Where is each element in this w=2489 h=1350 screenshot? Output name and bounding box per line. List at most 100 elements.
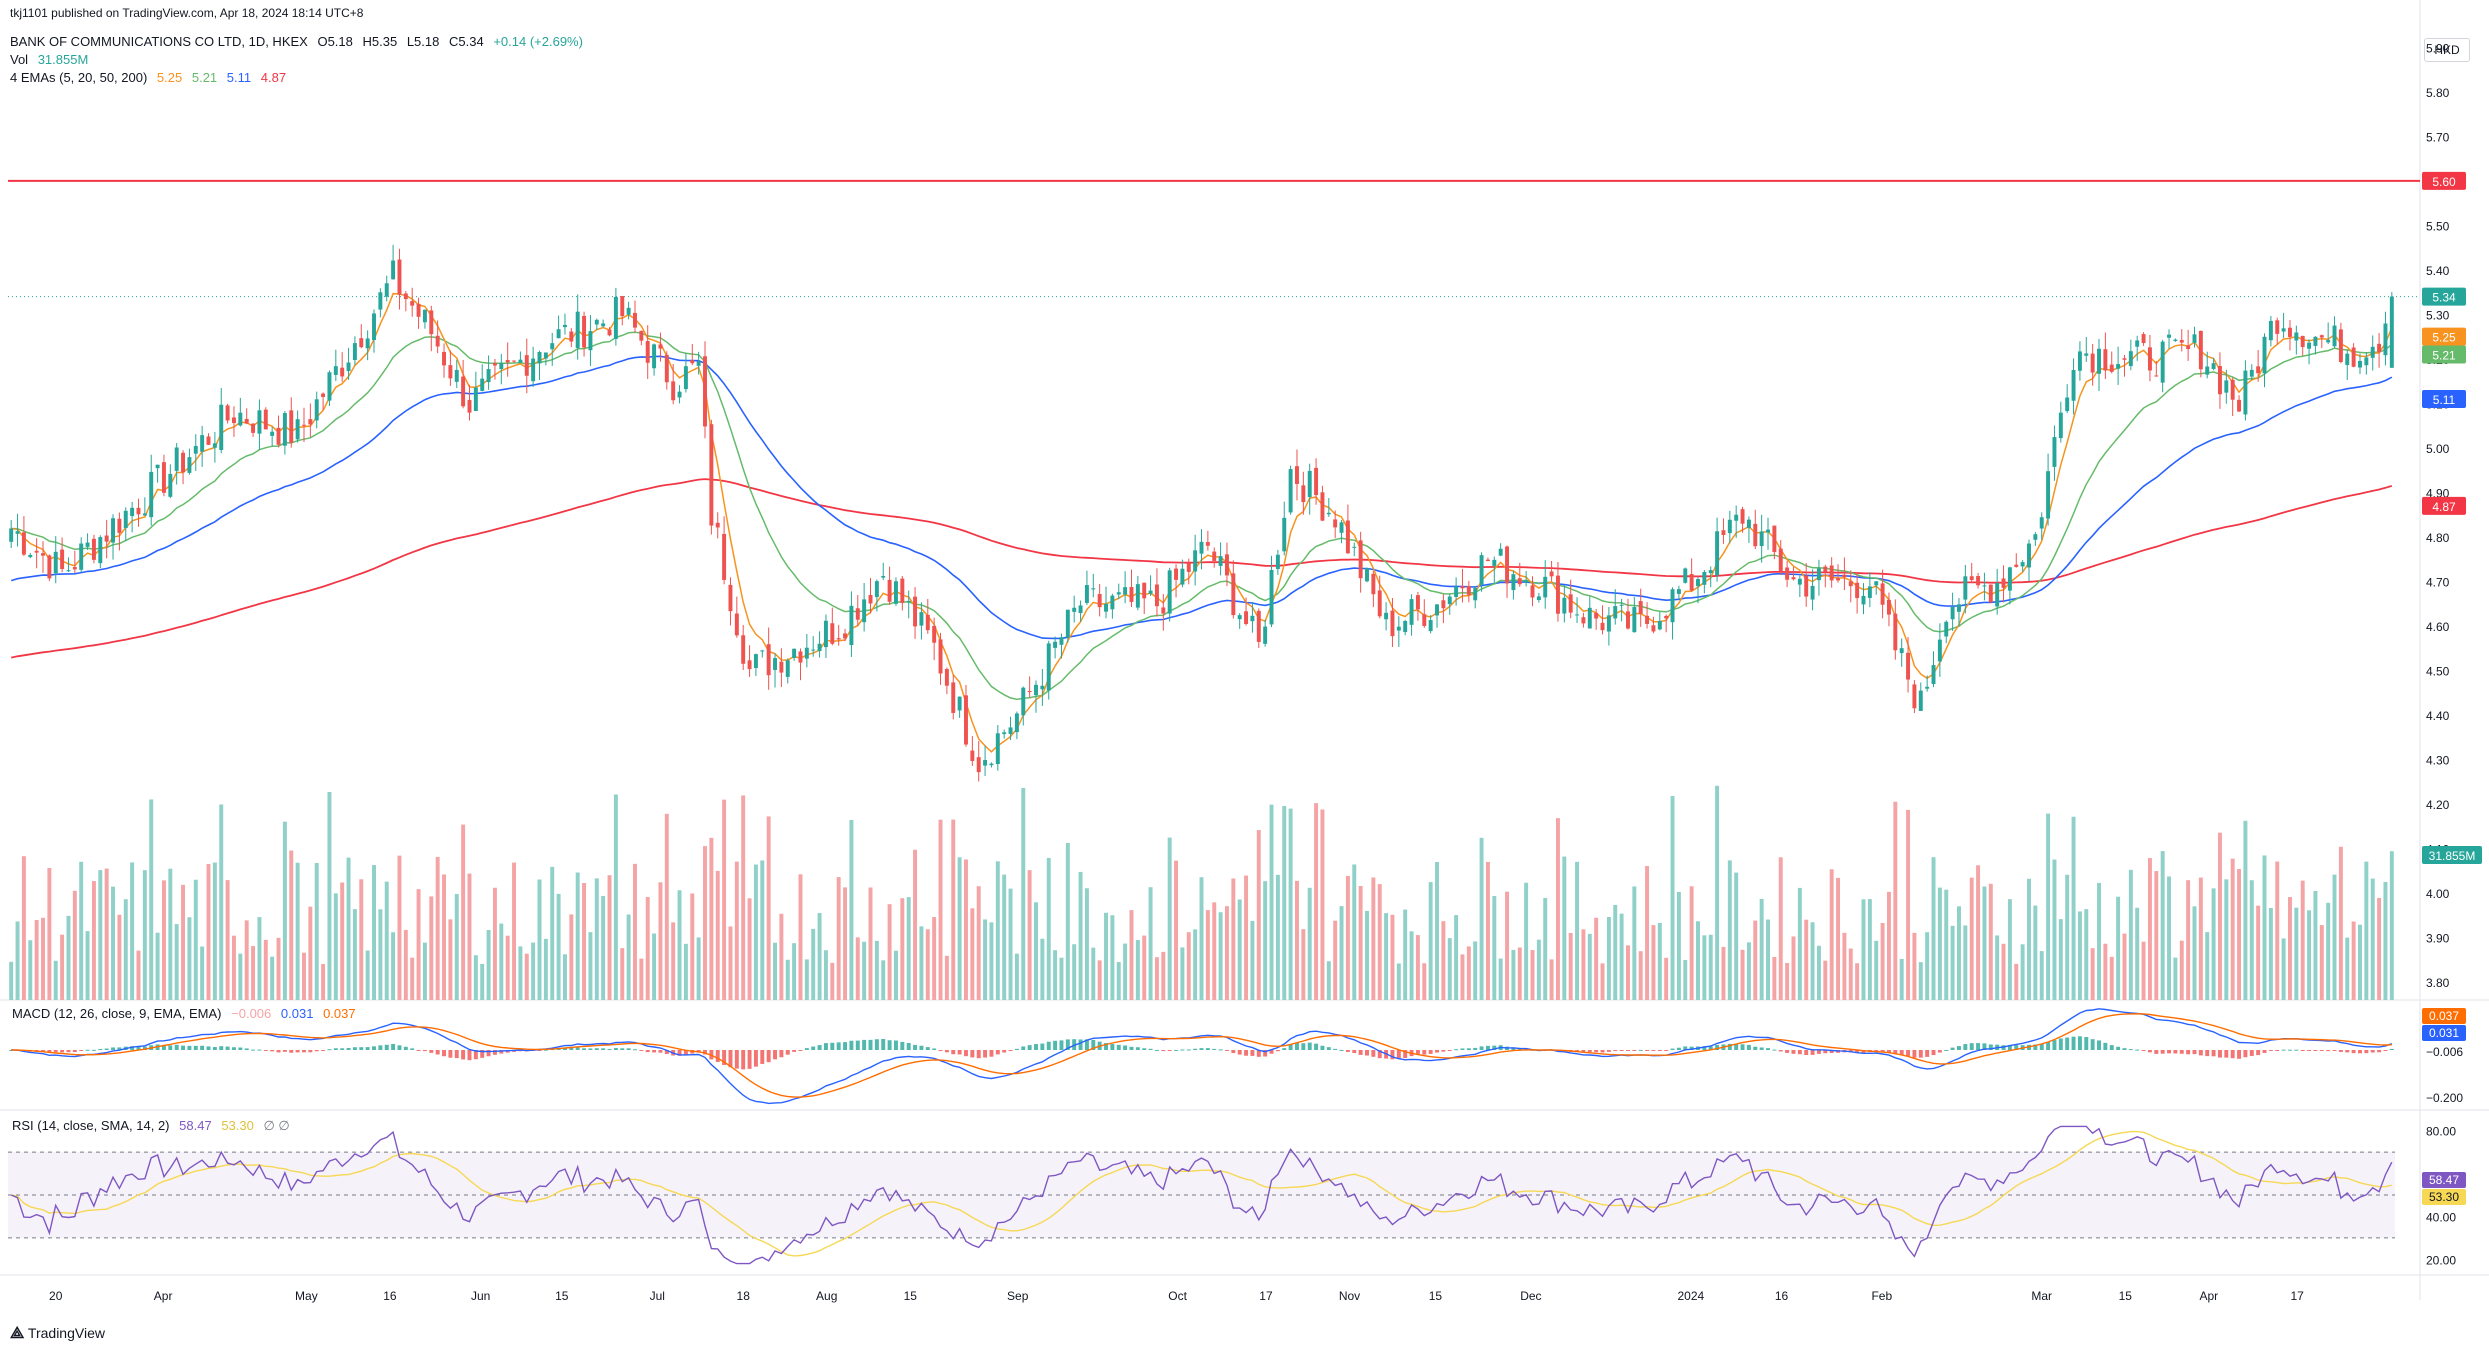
volume-bar: [2345, 937, 2350, 1000]
price-tick-label: 4.50: [2426, 665, 2450, 679]
rsi-axis-label: 80.00: [2426, 1125, 2456, 1139]
candle-body: [1218, 556, 1223, 566]
macd-hist-bar: [728, 1050, 733, 1068]
candle-body: [2377, 343, 2382, 353]
volume-bar: [333, 893, 338, 1000]
symbol-legend[interactable]: BANK OF COMMUNICATIONS CO LTD, 1D, HKEX …: [10, 34, 589, 49]
ema-legend[interactable]: 4 EMAs (5, 20, 50, 200) 5.25 5.21 5.11 4…: [10, 70, 292, 85]
volume-bar: [1530, 950, 1535, 1000]
candle-body: [473, 387, 478, 411]
volume-bar: [251, 946, 256, 1000]
candle-body: [1339, 522, 1344, 533]
x-axis-tick: Oct: [1168, 1289, 1187, 1303]
volume-bar: [1581, 929, 1586, 1000]
volume-bar: [2097, 882, 2101, 1000]
candle-body: [607, 329, 612, 336]
candle-body: [1365, 567, 1369, 582]
candle-body: [91, 538, 96, 560]
macd-hist-bar: [1345, 1050, 1350, 1052]
volume-bar: [913, 849, 918, 1000]
macd-hist-bar: [492, 1050, 497, 1055]
volume-bar: [473, 955, 478, 1000]
volume-bar: [1893, 801, 1898, 1000]
candle-body: [492, 363, 497, 366]
candle-body: [645, 341, 650, 363]
volume-bar: [461, 824, 466, 1000]
candle-body: [582, 315, 587, 348]
volume-bar: [1326, 961, 1331, 1000]
candle-body: [352, 343, 357, 360]
macd-hist-bar: [964, 1050, 968, 1057]
volume-bar: [753, 864, 758, 1000]
candle-body: [2217, 365, 2222, 395]
candle-body: [66, 570, 71, 572]
candle-body: [2147, 347, 2152, 371]
macd-hist-bar: [1339, 1049, 1344, 1051]
macd-hist-bar: [1772, 1049, 1777, 1051]
volume-bar: [1218, 912, 1223, 1000]
candle-body: [1823, 566, 1828, 572]
volume-bar: [2351, 921, 2356, 1000]
candle-body: [1874, 581, 1879, 586]
macd-legend[interactable]: MACD (12, 26, close, 9, EMA, EMA) −0.006…: [12, 1006, 356, 1021]
volume-bar: [2224, 879, 2229, 1000]
price-tick-label: 5.30: [2426, 308, 2450, 322]
volume-bar: [1505, 891, 1510, 1000]
volume-bar: [1358, 885, 1363, 1000]
candle-body: [664, 354, 669, 383]
macd-hist-bar: [321, 1050, 326, 1051]
candle-body: [346, 362, 351, 372]
candle-body: [1632, 607, 1637, 633]
macd-hist-bar: [836, 1042, 841, 1050]
volume-bar: [607, 875, 612, 1000]
volume-bar: [1091, 947, 1096, 1000]
volume-bar: [1906, 809, 1911, 1000]
volume-bar: [1441, 921, 1446, 1000]
macd-hist-bar: [1791, 1050, 1796, 1054]
macd-hist-bar: [1193, 1048, 1198, 1050]
candle-body: [85, 542, 90, 547]
volume-bar: [1154, 957, 1159, 1000]
macd-hist-bar: [1390, 1050, 1395, 1060]
volume-bar: [868, 887, 873, 1000]
volume-bar: [2077, 911, 2082, 1000]
candle-body: [620, 296, 625, 317]
candle-body: [142, 513, 147, 516]
candle-body: [1345, 520, 1350, 554]
volume-bar: [1288, 808, 1293, 1000]
volume-bar: [391, 932, 396, 1000]
volume-bar: [932, 917, 937, 1000]
candle-body: [734, 613, 739, 636]
candle-body: [2084, 353, 2089, 356]
volume-bar: [104, 868, 109, 1000]
macd-hist-bar: [2281, 1049, 2286, 1051]
candle-body: [1536, 596, 1541, 601]
volume-bar: [1307, 887, 1312, 1000]
macd-hist-bar: [1002, 1050, 1007, 1053]
macd-hist-bar: [1231, 1050, 1236, 1054]
volume-bar: [944, 955, 949, 1000]
macd-hist-bar: [1918, 1050, 1923, 1058]
volume-bar: [1199, 877, 1204, 1000]
macd-hist-bar: [1963, 1044, 1968, 1050]
macd-hist-bar: [1931, 1050, 1936, 1056]
volume-bar: [1568, 933, 1573, 1000]
candle-body: [995, 733, 1000, 765]
price-tick-label: 5.40: [2426, 264, 2450, 278]
currency-button[interactable]: HKD: [2424, 38, 2470, 62]
volume-bar: [149, 799, 154, 1000]
macd-hist-bar: [91, 1049, 96, 1051]
volume-legend[interactable]: Vol 31.855M: [10, 52, 94, 67]
volume-bar: [60, 934, 65, 1000]
tradingview-logo[interactable]: ⟁ TradingView: [10, 1325, 105, 1342]
candle-body: [633, 312, 637, 328]
price-tick-label: 4.30: [2426, 754, 2450, 768]
candle-body: [1237, 615, 1242, 620]
candle-body: [365, 338, 370, 349]
candle-body: [359, 338, 364, 348]
macd-hist-bar: [843, 1042, 848, 1050]
rsi-legend[interactable]: RSI (14, close, SMA, 14, 2) 58.47 53.30 …: [12, 1118, 290, 1134]
ema-tag-bg: [2422, 496, 2466, 515]
candle-body: [1638, 601, 1643, 614]
